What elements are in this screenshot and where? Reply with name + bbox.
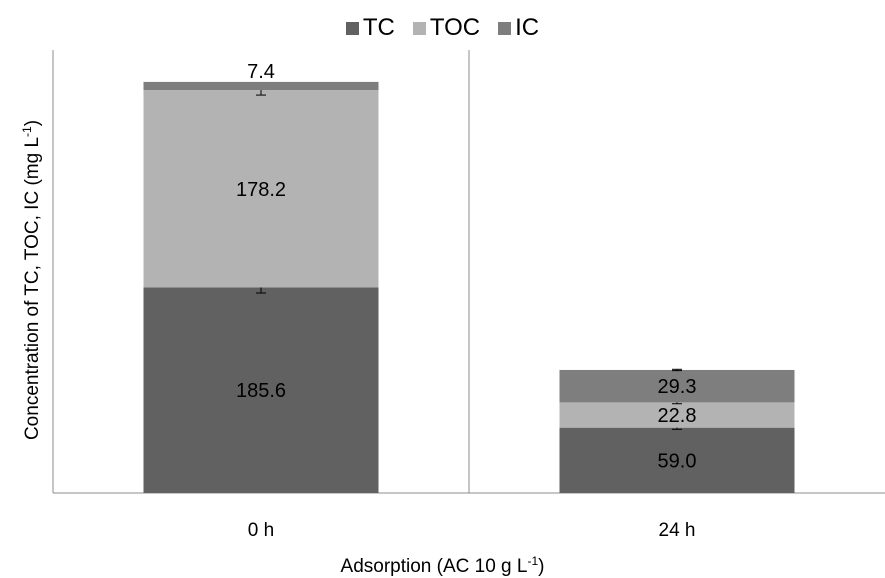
y-axis-label: Concentration of TC, TOC, IC (mg L-1) xyxy=(20,119,43,441)
bar-toc xyxy=(559,402,795,428)
data-label: 59.0 xyxy=(658,450,697,472)
legend-label: IC xyxy=(515,14,540,41)
legend-item-ic: IC xyxy=(498,14,539,42)
data-label: 178.2 xyxy=(236,179,286,201)
legend-item-toc: TOC xyxy=(412,14,481,42)
legend-label: TOC xyxy=(429,14,481,41)
legend-swatch xyxy=(498,21,512,35)
data-label: 22.8 xyxy=(658,405,697,427)
bar-ic xyxy=(143,81,379,91)
legend-label: TC xyxy=(362,14,395,41)
data-label: 185.6 xyxy=(236,380,286,402)
legend: TC TOC IC xyxy=(0,14,885,42)
bar-tc xyxy=(143,287,379,493)
x-tick-label: 24 h xyxy=(659,520,696,541)
legend-swatch xyxy=(412,21,426,35)
bar-ic xyxy=(559,369,795,403)
bar-toc xyxy=(143,90,379,288)
data-label: 7.4 xyxy=(247,61,275,83)
x-tick-label: 0 h xyxy=(248,520,274,541)
bar-tc xyxy=(559,427,795,493)
data-label: 29.3 xyxy=(658,376,697,398)
x-axis-label: Adsorption (AC 10 g L-1) xyxy=(340,554,545,577)
legend-swatch xyxy=(345,21,359,35)
legend-item-tc: TC xyxy=(345,14,395,42)
